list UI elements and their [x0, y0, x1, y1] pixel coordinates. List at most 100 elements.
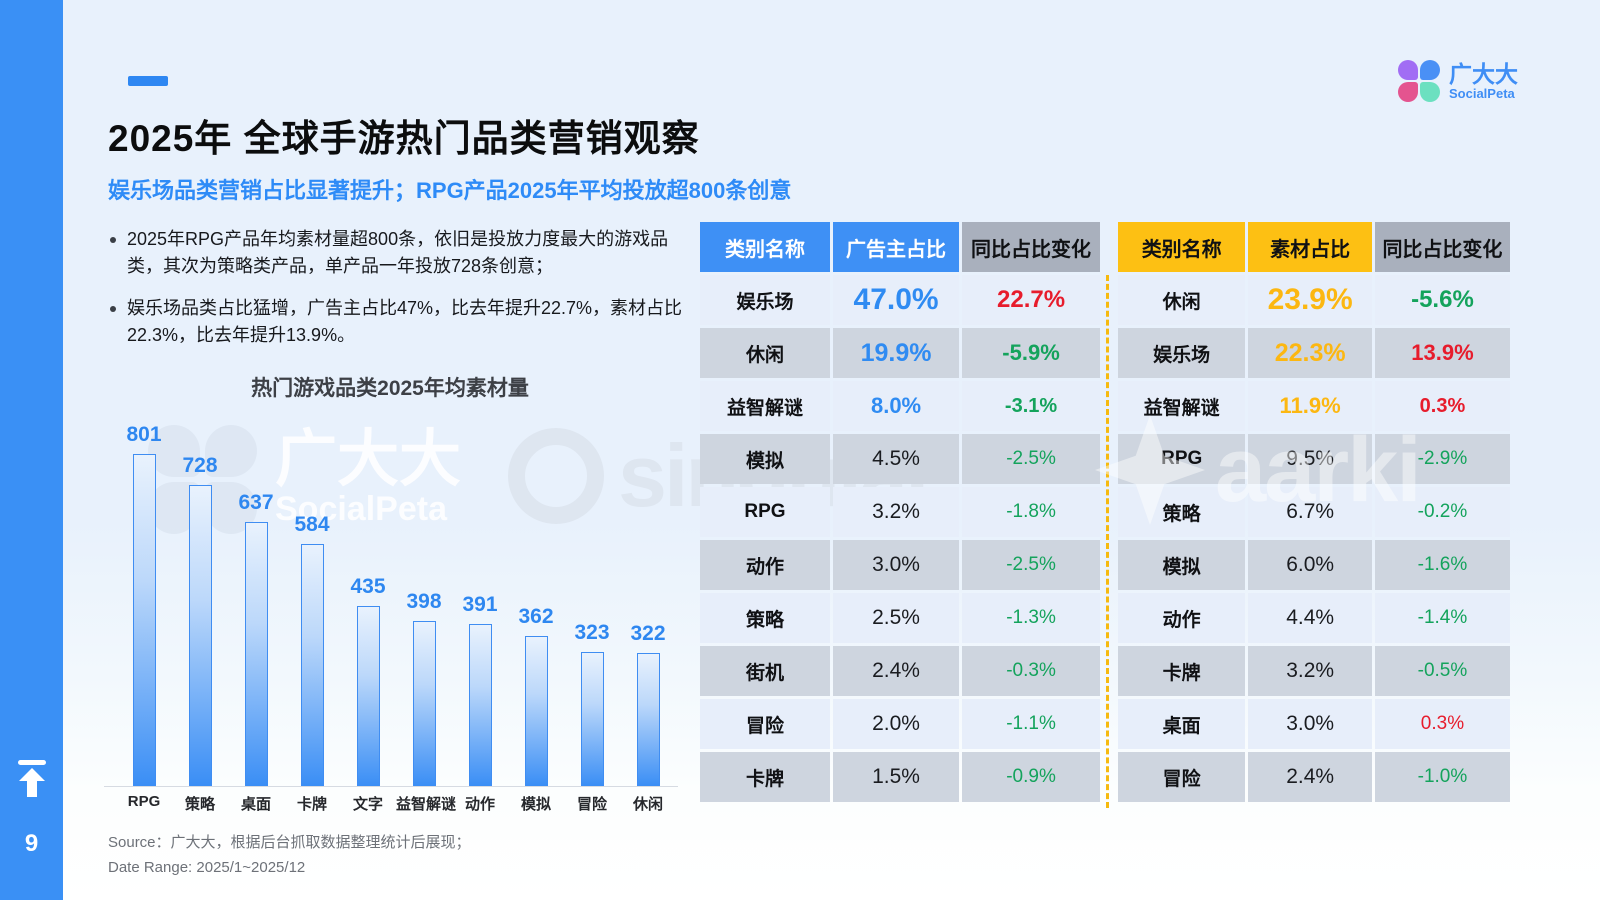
table-row: 益智解谜 8.0% -3.1%: [700, 381, 1100, 431]
column-header: 类别名称: [700, 222, 831, 272]
table-row: 益智解谜 11.9% 0.3%: [1118, 381, 1510, 431]
category-cell: 策略: [700, 593, 831, 643]
bar-value-label: 801: [126, 423, 162, 446]
category-cell: 模拟: [700, 434, 831, 484]
table-row: 卡牌 3.2% -0.5%: [1118, 646, 1510, 696]
value-cell: 4.4%: [1248, 593, 1372, 643]
title-accent-dash: [128, 76, 168, 86]
column-header: 素材占比: [1248, 222, 1372, 272]
category-cell: 动作: [700, 540, 831, 590]
footer: Source：广大大，根据后台抓取数据整理统计后展现； Date Range: …: [108, 830, 471, 880]
category-cell: 休闲: [1118, 275, 1246, 325]
bar-value-label: 398: [406, 590, 442, 613]
category-label: 休闲: [632, 796, 663, 813]
change-cell: -0.2%: [1374, 487, 1510, 537]
value-cell: 2.5%: [833, 593, 960, 643]
key-point-text: 娱乐场品类占比猛增，广告主占比47%，比去年提升22.7%，素材占比22.3%，…: [127, 298, 683, 345]
table-row: 策略 6.7% -0.2%: [1118, 487, 1510, 537]
table-row: 模拟 4.5% -2.5%: [700, 434, 1100, 484]
value-cell: 6.0%: [1248, 540, 1372, 590]
bar: [468, 624, 492, 786]
table-row: 冒险 2.0% -1.1%: [700, 699, 1100, 749]
category-cell: 街机: [700, 646, 831, 696]
category-label: RPG: [127, 793, 161, 810]
bar-slot: 637: [228, 420, 284, 786]
value-cell: 3.2%: [833, 487, 960, 537]
category-cell: 卡牌: [1118, 646, 1246, 696]
chart-x-axis: [104, 786, 678, 787]
value-cell: 22.3%: [1248, 328, 1372, 378]
bar: [636, 653, 660, 786]
bar-slot: 398: [396, 420, 452, 786]
column-header: 类别名称: [1118, 222, 1246, 272]
creative-share-table: 类别名称 素材占比 同比占比变化 休闲 23.9% -5.6% 娱乐场 22.3% 13.9%…: [1115, 219, 1513, 805]
value-cell: 23.9%: [1248, 275, 1372, 325]
change-cell: -2.5%: [962, 540, 1100, 590]
table-row: 卡牌 1.5% -0.9%: [700, 752, 1100, 802]
bar-slot: 322: [620, 420, 676, 786]
value-cell: 1.5%: [833, 752, 960, 802]
value-cell: 2.4%: [1248, 752, 1372, 802]
bar-value-label: 362: [518, 605, 554, 628]
value-cell: 2.0%: [833, 699, 960, 749]
source-text: Source：广大大，根据后台抓取数据整理统计后展现；: [108, 834, 471, 851]
category-cell: 策略: [1118, 487, 1246, 537]
bar: [524, 636, 548, 786]
table-row: 街机 2.4% -0.3%: [700, 646, 1100, 696]
page-title: 2025年 全球手游热门品类营销观察: [108, 118, 700, 159]
socialpeta-logo: 广大大 SocialPeta: [1398, 60, 1518, 102]
logo-brand: 广大大: [1449, 60, 1518, 87]
bar-slot: 584: [284, 420, 340, 786]
value-cell: 3.0%: [1248, 699, 1372, 749]
change-cell: -1.1%: [962, 699, 1100, 749]
change-cell: -0.3%: [962, 646, 1100, 696]
logo-subbrand: SocialPeta: [1449, 85, 1515, 101]
change-cell: -5.6%: [1374, 275, 1510, 325]
column-header: 同比占比变化: [1374, 222, 1510, 272]
category-label: 策略: [184, 796, 215, 813]
change-cell: -0.9%: [962, 752, 1100, 802]
bar-value-label: 584: [294, 513, 330, 536]
bar-value-label: 322: [630, 622, 666, 645]
category-cell: 娱乐场: [700, 275, 831, 325]
bar-slot: 435: [340, 420, 396, 786]
bar-chart: 801 728 637 584 435 398 391 362 323 322: [116, 420, 676, 786]
change-cell: -2.9%: [1374, 434, 1510, 484]
bar-value-label: 637: [238, 491, 274, 514]
table-row: 娱乐场 22.3% 13.9%: [1118, 328, 1510, 378]
value-cell: 3.0%: [833, 540, 960, 590]
table-row: 休闲 19.9% -5.9%: [700, 328, 1100, 378]
change-cell: -2.5%: [962, 434, 1100, 484]
bar-value-label: 323: [574, 621, 610, 644]
key-points-list: 2025年RPG产品年均素材量超800条，依旧是投放力度最大的游戏品类，其次为策…: [110, 226, 688, 364]
chart-category-labels: RPG 策略 桌面 卡牌 文字 益智解谜 动作 模拟 冒险 休闲: [116, 793, 676, 814]
table-divider-dashed-line: [1106, 275, 1109, 808]
change-cell: 0.3%: [1374, 381, 1510, 431]
bar: [188, 485, 212, 786]
key-point-text: 2025年RPG产品年均素材量超800条，依旧是投放力度最大的游戏品类，其次为策…: [127, 229, 669, 276]
change-cell: 0.3%: [1374, 699, 1510, 749]
change-cell: -3.1%: [962, 381, 1100, 431]
category-cell: 娱乐场: [1118, 328, 1246, 378]
change-cell: 22.7%: [962, 275, 1100, 325]
back-to-top-icon[interactable]: [16, 760, 48, 798]
table-row: 娱乐场 47.0% 22.7%: [700, 275, 1100, 325]
change-cell: -5.9%: [962, 328, 1100, 378]
chart-title: 热门游戏品类2025年均素材量: [251, 377, 529, 400]
value-cell: 47.0%: [833, 275, 960, 325]
value-cell: 2.4%: [833, 646, 960, 696]
bar-slot: 391: [452, 420, 508, 786]
category-cell: 益智解谜: [1118, 381, 1246, 431]
bullet-dot: [110, 237, 116, 243]
category-label: 桌面: [240, 796, 271, 813]
table-header-row: 类别名称 素材占比 同比占比变化: [1118, 222, 1510, 272]
column-header: 同比占比变化: [962, 222, 1100, 272]
category-label: 卡牌: [296, 796, 327, 813]
bar: [244, 522, 268, 786]
value-cell: 9.5%: [1248, 434, 1372, 484]
table-row: 休闲 23.9% -5.6%: [1118, 275, 1510, 325]
category-label: 文字: [352, 796, 383, 813]
bar-value-label: 728: [182, 454, 218, 477]
change-cell: -0.5%: [1374, 646, 1510, 696]
table-row: RPG 3.2% -1.8%: [700, 487, 1100, 537]
